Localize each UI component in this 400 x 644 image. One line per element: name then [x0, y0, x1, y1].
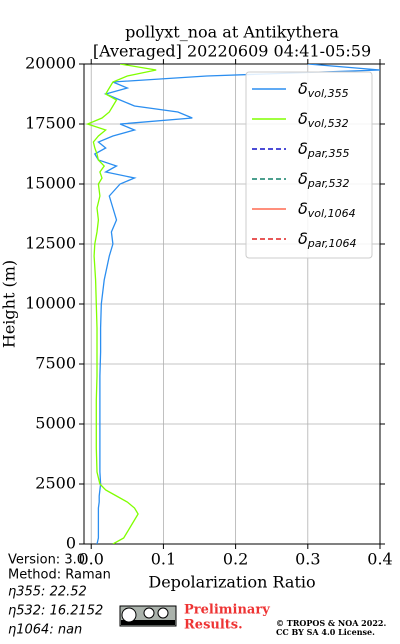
- x-tick-label: 0.2: [223, 550, 248, 569]
- chart-subtitle: [Averaged] 20220609 04:41-05:59: [93, 42, 371, 61]
- copyright: © TROPOS & NOA 2022.: [276, 618, 386, 628]
- profile-line: [85, 64, 157, 544]
- x-axis-label: Depolarization Ratio: [148, 573, 315, 592]
- legend-label: δvol,1064: [298, 199, 356, 221]
- x-tick-label: 0.0: [78, 550, 103, 569]
- y-tick-label: 10000: [25, 294, 76, 313]
- x-tick-label: 0.1: [151, 550, 176, 569]
- legend-label: δvol,532: [298, 109, 349, 131]
- info-text: η532: 16.2152: [8, 604, 103, 619]
- legend-label: δpar,1064: [298, 229, 357, 251]
- y-tick-label: 2500: [35, 474, 76, 493]
- info-text: η1064: nan: [8, 623, 82, 638]
- y-tick-label: 5000: [35, 414, 76, 433]
- chart-title: pollyxt_noa at Antikythera: [125, 23, 339, 42]
- info-text: η355: 22.52: [8, 585, 87, 600]
- info: Version: 3.0 Method: Raman η355: 22.52 η…: [8, 553, 111, 638]
- info-text: Method: Raman: [8, 568, 111, 583]
- y-tick-label: 17500: [25, 114, 76, 133]
- preliminary-text: Results.: [184, 618, 243, 633]
- plot-frame: [83, 63, 381, 545]
- legend-label: δpar,355: [298, 139, 350, 161]
- legend-label: δvol,355: [298, 79, 349, 101]
- y-axis-label: Height (m): [0, 260, 19, 348]
- info-text: Version: 3.0: [8, 553, 85, 568]
- y-tick-label: 15000: [25, 174, 76, 193]
- cc-logo: [119, 605, 177, 627]
- y-tick-label: 12500: [25, 234, 76, 253]
- profile-line: [93, 64, 380, 544]
- x-tick-label: 0.3: [295, 550, 320, 569]
- x-tick-label: 0.4: [367, 550, 392, 569]
- legend-label: δpar,532: [298, 169, 350, 191]
- y-tick-label: 0: [66, 534, 76, 553]
- y-tick-label: 20000: [25, 54, 76, 73]
- preliminary-text: Preliminary: [184, 603, 270, 618]
- license: CC BY SA 4.0 License.: [276, 627, 375, 637]
- y-tick-label: 7500: [35, 354, 76, 373]
